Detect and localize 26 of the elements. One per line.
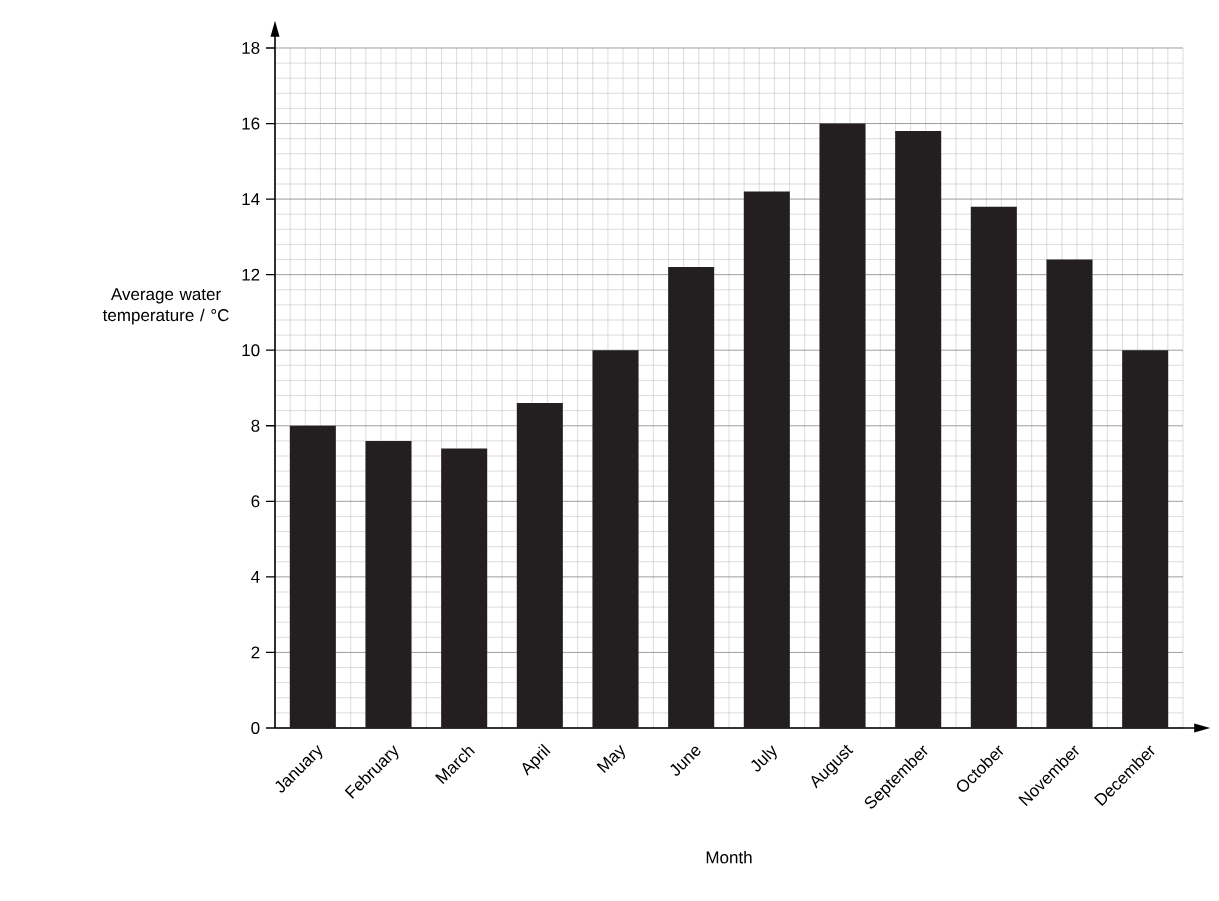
x-axis-title: Month <box>706 850 752 864</box>
y-tick-label: 18 <box>242 41 260 55</box>
bar <box>592 350 639 728</box>
y-tick-label: 6 <box>251 495 260 508</box>
y-tick-label: 4 <box>251 571 260 583</box>
x-tick-label: May <box>596 744 625 773</box>
bar <box>1046 259 1093 728</box>
y-tick-label: 8 <box>251 419 260 432</box>
y-tick-label: 12 <box>242 268 260 281</box>
bar <box>365 440 412 728</box>
y-axis-title: Average water temperature / °C <box>102 288 229 325</box>
x-tick-label: July <box>751 745 777 772</box>
bar <box>743 191 790 728</box>
y-tick-label: 2 <box>251 646 260 659</box>
y-tick-label: 10 <box>242 344 260 357</box>
y-tick-label: 14 <box>242 193 260 205</box>
bar <box>441 448 488 728</box>
bar <box>516 403 563 728</box>
bar <box>668 267 715 728</box>
y-tick-label: 16 <box>242 117 260 130</box>
bar <box>1122 350 1169 728</box>
bar <box>819 123 866 728</box>
bar <box>289 425 336 728</box>
y-tick-label: 0 <box>251 721 260 735</box>
bar <box>895 131 942 728</box>
bar <box>970 206 1017 728</box>
